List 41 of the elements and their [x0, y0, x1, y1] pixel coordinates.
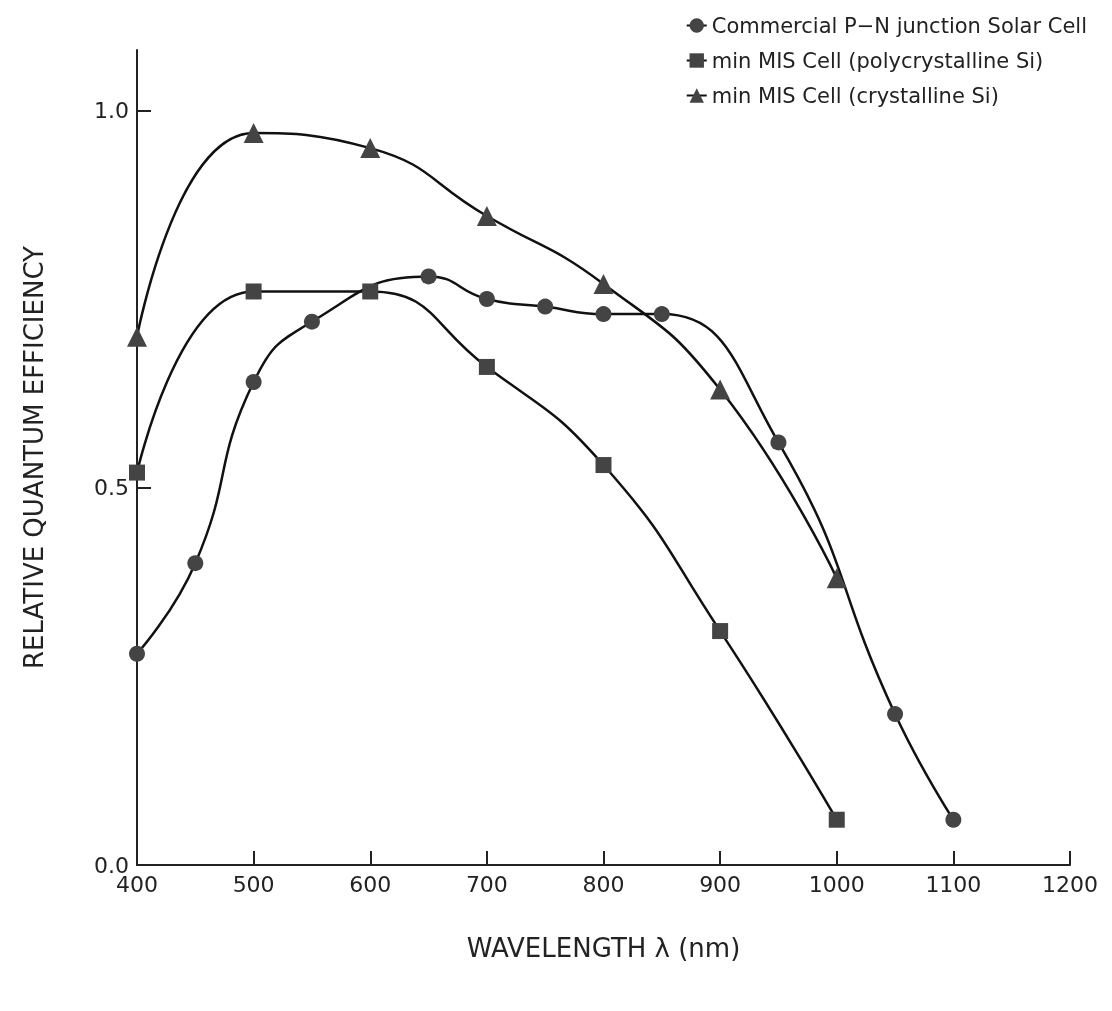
point	[712, 623, 729, 640]
point	[828, 811, 845, 828]
point	[478, 358, 495, 375]
point	[420, 268, 437, 285]
point	[476, 206, 497, 227]
point	[362, 283, 379, 300]
point	[593, 273, 614, 294]
y-axis-title: RELATIVE QUANTUM EFFICIENCY	[19, 245, 49, 669]
point	[127, 326, 147, 347]
point	[710, 379, 731, 400]
point	[303, 313, 320, 330]
x-tick-label: 1200	[1042, 871, 1098, 897]
point	[245, 283, 262, 300]
y-tick-label: 1.0	[94, 97, 129, 123]
point	[360, 138, 381, 159]
point	[245, 374, 262, 391]
point	[187, 555, 204, 572]
point	[826, 568, 847, 589]
point	[595, 457, 612, 474]
point	[478, 291, 495, 308]
point	[945, 811, 962, 828]
x-tick-label: 700	[465, 871, 508, 897]
legend-label: min MIS Cell (crystalline Si)	[711, 83, 999, 108]
x-axis-title: WAVELENGTH λ (nm)	[466, 933, 741, 963]
point	[537, 298, 554, 315]
point	[770, 434, 787, 451]
point	[243, 123, 264, 144]
point	[887, 706, 904, 723]
x-tick-label: 800	[582, 871, 625, 897]
legend-label: min MIS Cell (polycrystalline Si)	[711, 48, 1044, 73]
point	[653, 306, 670, 323]
legend-label: Commercial P−N junction Solar Cell	[711, 13, 1087, 38]
x-tick-label: 1000	[808, 871, 865, 897]
point	[129, 464, 145, 481]
x-tick-label: 500	[232, 871, 275, 897]
x-tick-label: 900	[699, 871, 742, 897]
x-tick-label: 600	[349, 871, 392, 897]
y-tick-label: 0.5	[94, 475, 129, 501]
point	[595, 306, 612, 323]
x-tick-label: 1100	[925, 871, 982, 897]
point	[129, 645, 145, 662]
